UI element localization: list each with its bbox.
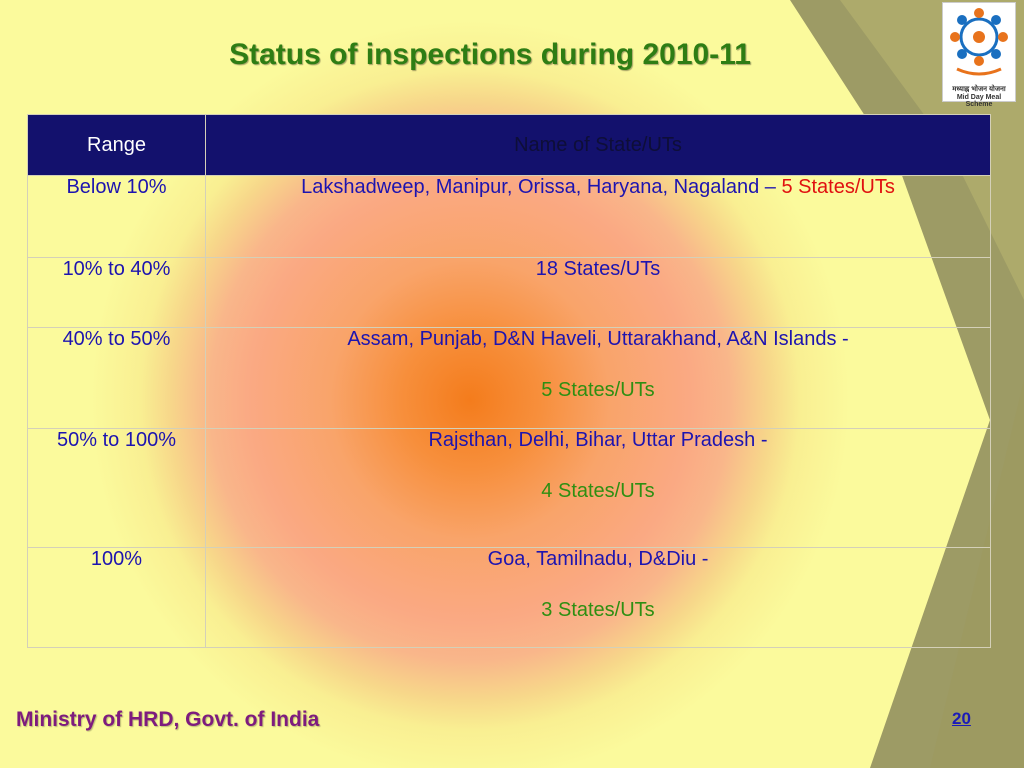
- range-cell: 10% to 40%: [27, 257, 206, 328]
- range-cell: 50% to 100%: [27, 428, 206, 548]
- logo-caption-hindi: मध्याह्न भोजन योजना: [952, 86, 1006, 93]
- logo-caption: मध्याह्न भोजन योजना Mid Day Meal Scheme: [943, 85, 1015, 108]
- state-count: 5 States/UTs: [541, 379, 655, 401]
- state-names-cell: Rajsthan, Delhi, Bihar, Uttar Pradesh - …: [205, 428, 991, 548]
- state-count: 5 States/UTs: [781, 176, 895, 198]
- table-header-row: Range Name of State/UTs: [27, 114, 991, 176]
- state-names: Assam, Punjab, D&N Haveli, Uttarakhand, …: [347, 328, 849, 350]
- logo-caption-english: Mid Day Meal Scheme: [956, 94, 1002, 108]
- header-state-names: Name of State/UTs: [205, 114, 991, 176]
- state-names-cell: Lakshadweep, Manipur, Orissa, Haryana, N…: [205, 175, 991, 258]
- state-names-cell: Assam, Punjab, D&N Haveli, Uttarakhand, …: [205, 327, 991, 429]
- inspection-status-table: Range Name of State/UTs Below 10% Laksha…: [27, 114, 991, 648]
- table-row: Below 10% Lakshadweep, Manipur, Orissa, …: [27, 175, 991, 258]
- state-names-cell: 18 States/UTs: [205, 257, 991, 328]
- state-names: Goa, Tamilnadu, D&Diu -: [487, 548, 709, 570]
- range-cell: 40% to 50%: [27, 327, 206, 429]
- table-row: 50% to 100% Rajsthan, Delhi, Bihar, Utta…: [27, 428, 991, 548]
- table-row: 40% to 50% Assam, Punjab, D&N Haveli, Ut…: [27, 327, 991, 429]
- state-names: Rajsthan, Delhi, Bihar, Uttar Pradesh -: [428, 429, 768, 451]
- footer-ministry: Ministry of HRD, Govt. of India: [16, 708, 320, 731]
- slide-title: Status of inspections during 2010-11: [229, 38, 751, 71]
- table-row: 100% Goa, Tamilnadu, D&Diu - 3 States/UT…: [27, 547, 991, 648]
- mid-day-meal-logo-icon: [950, 8, 1008, 76]
- page-number: 20: [952, 709, 971, 728]
- mid-day-meal-logo: मध्याह्न भोजन योजना Mid Day Meal Scheme: [942, 2, 1016, 108]
- table-row: 10% to 40% 18 States/UTs: [27, 257, 991, 328]
- state-names-cell: Goa, Tamilnadu, D&Diu - 3 States/UTs: [205, 547, 991, 648]
- range-cell: 100%: [27, 547, 206, 648]
- state-names: 18 States/UTs: [535, 258, 661, 280]
- range-cell: Below 10%: [27, 175, 206, 258]
- state-count: 4 States/UTs: [541, 480, 655, 502]
- header-range: Range: [27, 114, 206, 176]
- state-names: Lakshadweep, Manipur, Orissa, Haryana, N…: [301, 176, 782, 198]
- state-count: 3 States/UTs: [541, 599, 655, 621]
